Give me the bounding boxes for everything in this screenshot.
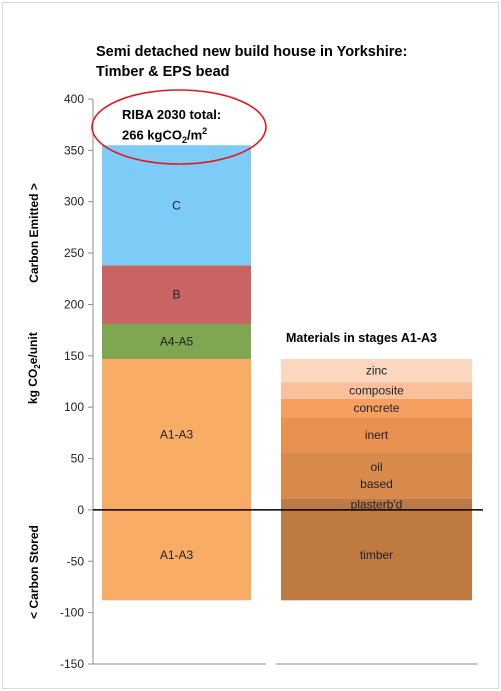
materials-bar-label: based — [360, 477, 393, 491]
materials-bar-segment — [281, 398, 472, 418]
y-tick-label: 350 — [64, 143, 84, 157]
callout-value: 266 kgCO — [122, 127, 182, 143]
callout-unit: /m — [187, 127, 203, 143]
materials-bar-segment — [281, 509, 472, 601]
stage-bar-segment — [102, 509, 251, 601]
y-tick-label: -50 — [67, 554, 85, 568]
y-tick-label: -100 — [60, 606, 84, 620]
materials-bar-label: concrete — [353, 401, 399, 415]
stage-bar-segment — [102, 323, 251, 359]
callout-line-2: 266 kgCO2/m2 — [122, 126, 207, 145]
callout-line-1: RIBA 2030 total: — [122, 107, 222, 122]
y-tick-label: 400 — [64, 92, 84, 106]
materials-bar-segment — [281, 417, 472, 453]
y-tick-label: 0 — [77, 503, 84, 517]
materials-bar-label: inert — [365, 428, 389, 442]
callout-ellipse — [91, 89, 267, 165]
materials-bar-label: zinc — [366, 364, 387, 378]
callout-superscript: 2 — [202, 126, 208, 136]
materials-bar-segment — [281, 358, 472, 383]
stage-bar-label: C — [172, 198, 181, 212]
stage-bar-label: A4-A5 — [160, 334, 194, 348]
materials-bar-label: timber — [360, 548, 393, 562]
materials-bar-title: Materials in stages A1-A3 — [286, 331, 437, 345]
y-tick-label: 250 — [64, 246, 84, 260]
y-tick-label: 200 — [64, 297, 84, 311]
y-tick-label: 300 — [64, 195, 84, 209]
y-tick-label: 50 — [71, 452, 85, 466]
stage-bar-segment — [102, 265, 251, 324]
y-tick-label: 100 — [64, 400, 84, 414]
chart-title-line-2: Timber & EPS bead — [96, 64, 230, 80]
materials-bar-label: composite — [349, 384, 404, 398]
stage-bar-segment — [102, 145, 251, 266]
materials-bar-label: oil — [370, 460, 382, 474]
y-tick-label: -150 — [60, 657, 84, 671]
chart-title-line-1: Semi detached new build house in Yorkshi… — [96, 44, 408, 60]
stage-bar-label: A1-A3 — [160, 548, 194, 562]
materials-bar-segment — [281, 498, 472, 510]
stage-bar-segment — [102, 358, 251, 510]
y-tick-label: 150 — [64, 349, 84, 363]
materials-bar-segment — [281, 382, 472, 399]
callout-subscript: 2 — [181, 134, 187, 145]
stage-bar-label: A1-A3 — [160, 427, 194, 441]
stage-bar-label: B — [172, 288, 180, 302]
materials-bar-label: plasterb'd — [351, 497, 403, 511]
materials-bar-segment — [281, 452, 472, 499]
